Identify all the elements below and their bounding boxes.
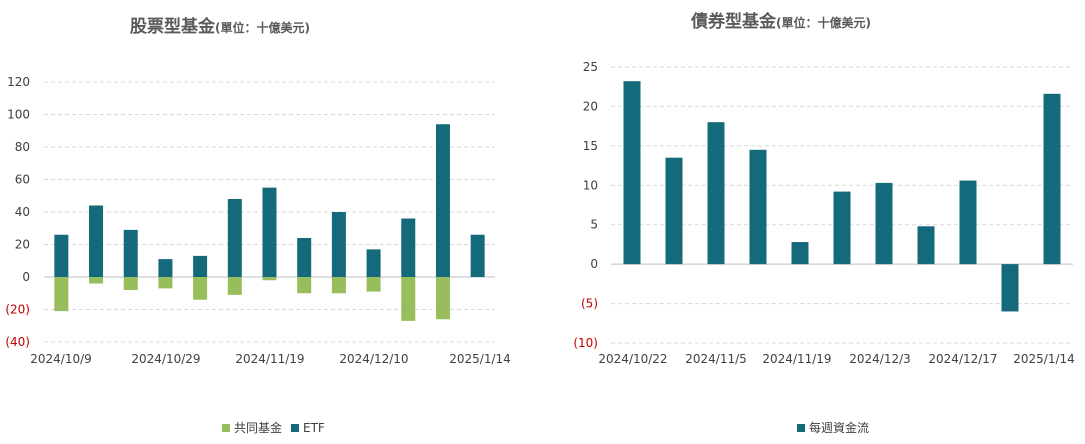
- bond-y-tick-label: 25: [583, 60, 598, 74]
- equity-bar-mutual-fund: [366, 277, 381, 292]
- equity-y-tick-label: 20: [15, 238, 30, 252]
- bond-y-tick-label: 0: [590, 257, 598, 271]
- equity-bar-etf: [54, 234, 69, 277]
- equity-bar-etf: [262, 187, 277, 277]
- equity-bar-etf: [297, 238, 312, 277]
- bond-x-tick-label: 2024/12/17: [928, 352, 997, 366]
- equity-x-axis: 2024/10/9 2024/10/29 2024/11/19 2024/12/10 2…: [30, 352, 511, 366]
- equity-bar-mutual-fund: [401, 277, 416, 321]
- equity-bar-mutual-fund: [89, 277, 104, 284]
- equity-x-tick-label: 2024/10/9: [30, 352, 92, 366]
- equity-bar-etf: [470, 234, 485, 277]
- bond-bar-weekly-flow: [791, 242, 809, 265]
- equity-bar-etf: [435, 124, 450, 277]
- bond-x-tick-label: 2025/1/14: [1013, 352, 1075, 366]
- equity-bars: [54, 124, 485, 321]
- bond-bar-weekly-flow: [665, 157, 683, 265]
- bond-chart-title: 債券型基金: [690, 11, 777, 32]
- bond-bars: [623, 81, 1061, 312]
- bond-y-tick-label: 15: [583, 139, 598, 153]
- bond-y-tick-label: (5): [581, 297, 598, 311]
- equity-bar-mutual-fund: [158, 277, 173, 289]
- equity-chart-title: 股票型基金: [130, 16, 216, 37]
- bond-bar-weekly-flow: [749, 149, 767, 265]
- bond-x-tick-label: 2024/10/22: [598, 352, 667, 366]
- bond-bar-weekly-flow: [917, 226, 935, 265]
- bond-x-tick-label: 2024/11/5: [685, 352, 747, 366]
- bond-bar-weekly-flow: [707, 122, 725, 265]
- equity-bar-mutual-fund: [227, 277, 242, 295]
- equity-bar-etf: [193, 255, 208, 277]
- equity-bar-etf: [401, 218, 416, 277]
- bond-x-axis: 2024/10/22 2024/11/5 2024/11/19 2024/12/3 20…: [598, 352, 1074, 366]
- equity-y-tick-label: 80: [15, 140, 30, 154]
- equity-chart: 股票型基金 (單位：十億美元) (40)(20)020406080100120 …: [5, 16, 510, 435]
- bond-bar-weekly-flow: [1043, 93, 1061, 265]
- bond-y-tick-label: (10): [573, 336, 598, 350]
- equity-bar-mutual-fund: [123, 277, 138, 290]
- legend-label-mutual-fund: 共同基金: [234, 420, 282, 435]
- equity-bar-etf: [158, 259, 173, 277]
- bond-legend: 每週資金流: [797, 420, 869, 435]
- equity-bar-etf: [89, 205, 104, 277]
- equity-x-tick-label: 2024/10/29: [131, 352, 200, 366]
- legend-label-etf: ETF: [303, 421, 325, 435]
- bond-x-tick-label: 2024/11/19: [762, 352, 831, 366]
- equity-bar-mutual-fund: [331, 277, 346, 294]
- bond-bar-weekly-flow: [623, 81, 641, 265]
- equity-bar-etf: [366, 249, 381, 277]
- bond-x-tick-label: 2024/12/3: [849, 352, 911, 366]
- equity-bar-mutual-fund: [54, 277, 69, 312]
- equity-legend: 共同基金 ETF: [222, 420, 325, 435]
- equity-bar-etf: [227, 199, 242, 277]
- equity-y-tick-label: 120: [7, 75, 30, 89]
- equity-y-tick-label: (40): [5, 335, 30, 349]
- equity-y-axis: (40) (20) 0 20 40 60 80 100 120: [5, 75, 30, 349]
- legend-swatch-etf: [291, 424, 299, 432]
- bond-y-tick-label: 10: [583, 178, 598, 192]
- equity-y-tick-label: 100: [7, 108, 30, 122]
- equity-bar-mutual-fund: [297, 277, 312, 294]
- equity-bar-etf: [123, 229, 138, 277]
- equity-y-tick-label: (20): [5, 303, 30, 317]
- equity-x-tick-label: 2024/12/10: [339, 352, 408, 366]
- bond-chart: 債券型基金 (單位：十億美元) (10) (5) 0 5 10 15 20 25 2024/1…: [573, 11, 1074, 435]
- equity-y-tick-label: 40: [15, 205, 30, 219]
- legend-label-weekly-flow: 每週資金流: [809, 420, 869, 435]
- bond-bar-weekly-flow: [833, 191, 851, 265]
- bond-bar-weekly-flow: [875, 182, 893, 265]
- equity-bar-mutual-fund: [193, 277, 208, 300]
- bond-bar-weekly-flow: [959, 180, 977, 265]
- equity-bar-etf: [331, 212, 346, 277]
- equity-x-tick-label: 2024/11/19: [235, 352, 304, 366]
- equity-x-tick-label: 2025/1/14: [449, 352, 511, 366]
- legend-swatch-mutual-fund: [222, 424, 230, 432]
- equity-y-tick-label: 0: [22, 270, 30, 284]
- equity-bar-mutual-fund: [262, 277, 277, 281]
- bond-y-axis: (10) (5) 0 5 10 15 20 25: [573, 60, 598, 350]
- bond-chart-subtitle: (單位：十億美元): [776, 15, 871, 30]
- bond-bar-weekly-flow: [1001, 264, 1019, 312]
- equity-y-tick-label: 60: [15, 173, 30, 187]
- bond-y-tick-label: 20: [583, 99, 598, 113]
- equity-chart-subtitle: (單位：十億美元): [215, 20, 310, 35]
- equity-bar-mutual-fund: [435, 277, 450, 320]
- legend-swatch-weekly-flow: [797, 424, 805, 432]
- bond-y-tick-label: 5: [590, 218, 598, 232]
